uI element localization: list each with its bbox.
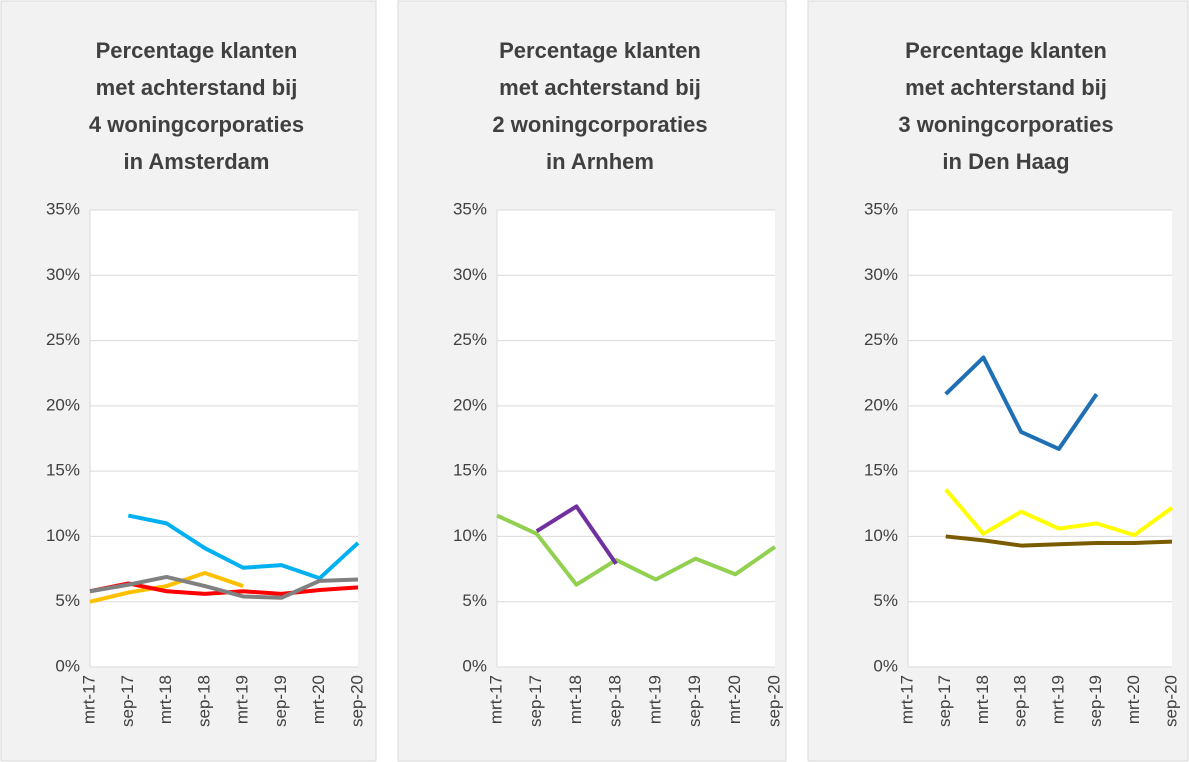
y-tick-label: 15% xyxy=(864,461,898,480)
plot-area xyxy=(90,210,358,667)
y-tick-label: 15% xyxy=(46,461,80,480)
y-tick-label: 20% xyxy=(864,395,898,414)
y-tick-label: 35% xyxy=(453,199,487,218)
chart-title: met achterstand bij xyxy=(96,75,298,100)
chart-title: Percentage klanten xyxy=(96,38,298,63)
chart-title: 4 woningcorporaties xyxy=(89,112,304,137)
series-line xyxy=(944,488,1174,538)
x-tick-label: sep-19 xyxy=(1086,675,1105,727)
chart-title: 2 woningcorporaties xyxy=(492,112,707,137)
series-line xyxy=(89,570,244,604)
y-tick-label: 0% xyxy=(873,656,898,675)
x-tick-label: sep-19 xyxy=(685,675,704,727)
y-tick-label: 5% xyxy=(873,591,898,610)
plot-area xyxy=(497,210,775,667)
chart-title: Percentage klanten xyxy=(499,38,701,63)
x-tick-label: sep-19 xyxy=(271,675,290,727)
x-tick-label: sep-17 xyxy=(935,675,954,727)
y-tick-label: 20% xyxy=(46,395,80,414)
x-tick-label: mrt-19 xyxy=(233,675,252,724)
x-tick-label: sep-20 xyxy=(764,675,783,727)
x-tick-label: mrt-19 xyxy=(1048,675,1067,724)
series-line xyxy=(945,534,1173,548)
y-tick-label: 10% xyxy=(864,526,898,545)
x-tick-label: mrt-18 xyxy=(156,675,175,724)
y-tick-label: 30% xyxy=(46,265,80,284)
x-tick-label: mrt-17 xyxy=(79,675,98,724)
x-tick-label: sep-18 xyxy=(1011,675,1030,727)
chart-title: met achterstand bij xyxy=(905,75,1107,100)
chart-title: met achterstand bij xyxy=(499,75,701,100)
series-line xyxy=(89,574,359,600)
y-tick-label: 30% xyxy=(864,265,898,284)
y-tick-label: 20% xyxy=(453,395,487,414)
x-tick-label: mrt-17 xyxy=(897,675,916,724)
x-tick-label: sep-17 xyxy=(526,675,545,727)
x-tick-label: mrt-17 xyxy=(486,675,505,724)
y-tick-label: 25% xyxy=(864,330,898,349)
y-tick-label: 25% xyxy=(453,330,487,349)
y-tick-label: 30% xyxy=(453,265,487,284)
x-tick-label: mrt-20 xyxy=(309,675,328,724)
y-tick-label: 15% xyxy=(453,461,487,480)
y-tick-label: 0% xyxy=(462,656,487,675)
series-line xyxy=(535,504,618,565)
x-tick-label: mrt-18 xyxy=(973,675,992,724)
chart-title: in Arnhem xyxy=(546,149,654,174)
chart-title: 3 woningcorporaties xyxy=(898,112,1113,137)
x-tick-label: mrt-19 xyxy=(645,675,664,724)
y-tick-label: 5% xyxy=(55,591,80,610)
y-tick-label: 35% xyxy=(46,199,80,218)
x-tick-label: mrt-20 xyxy=(725,675,744,724)
x-tick-label: sep-20 xyxy=(1161,675,1180,727)
x-tick-label: sep-20 xyxy=(347,675,366,727)
series-line xyxy=(944,355,1099,451)
y-tick-label: 35% xyxy=(864,199,898,218)
chart-title: Percentage klanten xyxy=(905,38,1107,63)
series-line xyxy=(127,513,360,581)
x-tick-label: sep-18 xyxy=(194,675,213,727)
x-tick-label: mrt-18 xyxy=(566,675,585,724)
x-tick-label: sep-18 xyxy=(606,675,625,727)
y-tick-label: 25% xyxy=(46,330,80,349)
chart-title: in Den Haag xyxy=(942,149,1069,174)
y-tick-label: 10% xyxy=(453,526,487,545)
y-tick-label: 10% xyxy=(46,526,80,545)
series-line xyxy=(496,513,777,587)
x-tick-label: sep-17 xyxy=(118,675,137,727)
x-tick-label: mrt-20 xyxy=(1124,675,1143,724)
y-tick-label: 0% xyxy=(55,656,80,675)
chart-title: in Amsterdam xyxy=(124,149,270,174)
y-tick-label: 5% xyxy=(462,591,487,610)
